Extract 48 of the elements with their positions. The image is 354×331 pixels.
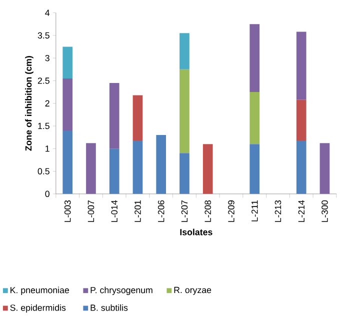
y-tick-label: 2.5 [38,78,50,84]
x-tick-label: L-209 [228,200,234,222]
y-tick-label: 4 [45,10,50,16]
bar [62,78,73,131]
x-tick-label: L-213 [274,200,282,222]
bar [250,144,260,194]
bar [180,33,190,70]
bar [86,143,96,194]
bar [250,24,260,92]
x-tick-label: L-206 [158,200,164,222]
bar [180,70,190,154]
bar [109,83,120,149]
y-tick-label: 1.5 [38,123,50,130]
y-tick-label: 0.5 [38,168,50,175]
bar [296,100,306,141]
x-tick-label: L-007 [88,200,94,222]
legend-label: P. chrysogenum [90,286,152,296]
x-tick-label: L-201 [134,200,141,222]
bar [296,32,306,100]
x-tick-label: L-300 [322,200,328,222]
x-axis-title: Isolates [180,228,212,236]
bar [180,153,190,194]
bar [250,92,260,144]
x-tick-label: L-207 [181,200,188,222]
x-tick-label: L-014 [111,200,118,222]
y-tick-label: 1 [46,146,50,152]
bar [62,130,73,194]
legend-label: B. subtilis [90,304,128,311]
x-tick-label: L-211 [252,200,258,222]
y-tick-label: 3 [45,55,50,62]
bar [62,46,73,79]
legend-label: R. oryzae [174,287,212,295]
y-axis-title: Zone of inhibition (cm) [25,56,34,151]
x-tick-label: L-003 [64,200,71,222]
bar [132,95,143,141]
bar [132,140,143,194]
x-tick-label: L-208 [204,200,211,222]
bar [202,144,213,194]
y-tick-label: 3.5 [38,32,50,39]
bar [320,143,330,194]
y-tick-label: 2 [45,100,50,107]
y-tick-label: 0 [45,190,50,198]
bar [109,148,120,194]
legend-label: S. epidermidis [10,304,66,313]
bar [296,140,306,194]
bar [156,135,166,194]
legend-label: K. pneumoniae [10,286,70,296]
x-tick-label: L-214 [298,200,304,222]
